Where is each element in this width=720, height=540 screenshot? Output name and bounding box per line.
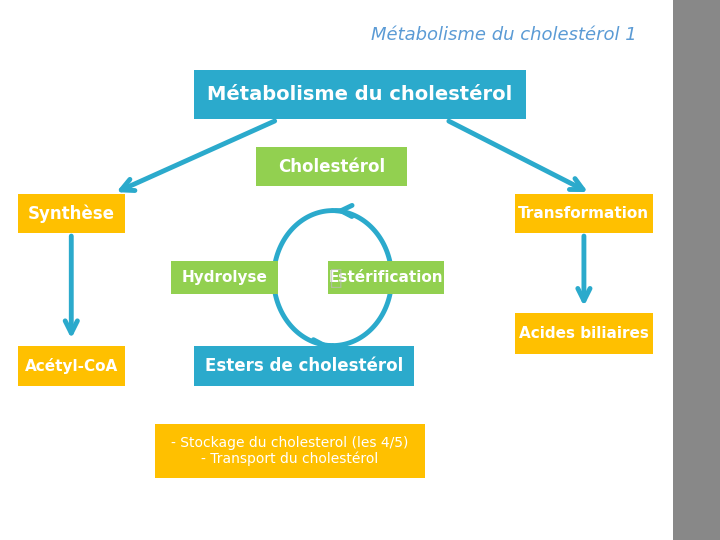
Text: Esters de cholestérol: Esters de cholestérol [205,357,403,375]
Text: Cholestérol: Cholestérol [278,158,384,176]
Text: Métabolisme du cholestérol: Métabolisme du cholestérol [207,85,513,104]
Text: Acétyl-CoA: Acétyl-CoA [24,358,118,374]
FancyBboxPatch shape [18,194,125,233]
FancyBboxPatch shape [171,261,278,294]
FancyBboxPatch shape [194,346,414,386]
FancyBboxPatch shape [515,194,653,233]
Text: Estérification: Estérification [328,270,444,285]
Text: Métabolisme du cholestérol 1: Métabolisme du cholestérol 1 [371,26,637,44]
Text: - Stockage du cholesterol (les 4/5)
- Transport du cholestérol: - Stockage du cholesterol (les 4/5) - Tr… [171,435,408,467]
FancyBboxPatch shape [18,346,125,386]
FancyBboxPatch shape [194,70,526,119]
Text: Acides biliaires: Acides biliaires [519,326,649,341]
FancyBboxPatch shape [515,313,653,354]
Text: 🔊: 🔊 [330,268,343,288]
Text: Transformation: Transformation [518,206,649,221]
Text: Synthèse: Synthèse [28,205,114,223]
FancyBboxPatch shape [256,147,407,186]
FancyBboxPatch shape [328,261,444,294]
FancyBboxPatch shape [155,424,425,478]
Bar [673,0,720,540]
Text: Hydrolyse: Hydrolyse [181,270,268,285]
